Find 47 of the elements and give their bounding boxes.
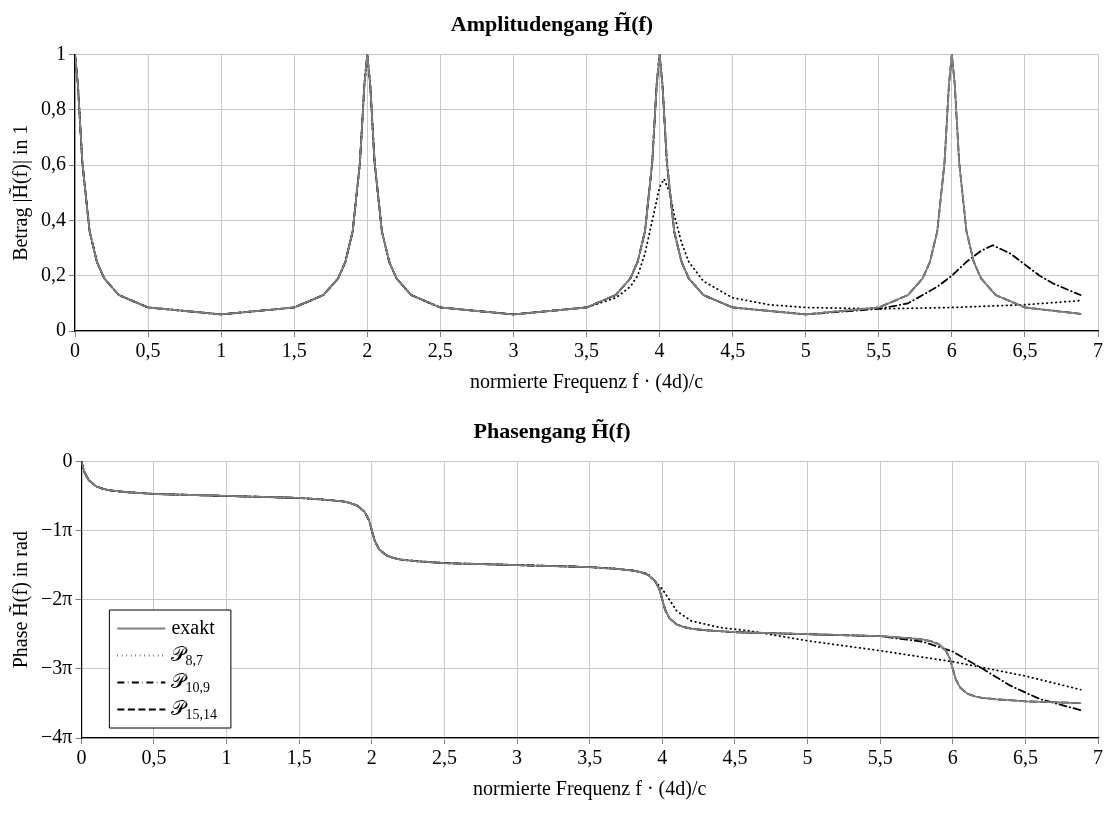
x-tick-label: 3,5 [574,339,599,362]
x-tick-label: 4 [654,339,665,362]
x-tick-label: 5 [802,746,813,769]
x-tick-label: 2,5 [427,339,453,362]
x-tick-label: 4 [657,746,668,769]
x-axis-title: normierte Frequenz f · (4d)/c [469,370,704,394]
x-tick-label: 2 [362,339,373,362]
y-tick-label: 1 [56,41,66,64]
x-tick-label: 3 [508,339,519,362]
y-axis-title: Betrag |H̃(f)| in 1 [8,124,33,261]
y-tick-label: 0,8 [41,96,66,119]
x-tick-label: 2,5 [431,746,457,769]
x-tick-label: 4,5 [720,339,746,362]
legend-label: exakt [171,615,216,638]
x-tick-label: 0 [76,746,87,769]
x-tick-label: 3 [512,746,523,769]
chart-title: Phasengang H̃(f) [473,417,631,443]
x-tick-label: 5,5 [867,746,893,769]
x-tick-label: 6,5 [1012,339,1038,362]
x-tick-label: 6,5 [1012,746,1038,769]
y-tick-label: −4π [40,725,73,748]
y-tick-label: −1π [40,517,73,540]
x-tick-label: 5,5 [866,339,892,362]
y-tick-label: 0 [62,448,73,471]
y-tick-label: 0 [56,318,66,341]
x-tick-label: 1 [221,746,232,769]
y-tick-label: −3π [40,656,73,679]
x-tick-label: 0,5 [135,339,161,362]
y-tick-label: 0,2 [41,262,66,285]
x-tick-label: 1,5 [281,339,307,362]
x-tick-label: 0,5 [141,746,167,769]
x-tick-label: 7 [1093,746,1103,769]
x-tick-label: 6 [946,339,957,362]
x-tick-label: 1 [216,339,227,362]
x-tick-label: 5 [800,339,811,362]
y-tick-label: −2π [40,586,73,609]
y-tick-label: 0,4 [41,207,66,230]
x-tick-label: 2 [366,746,377,769]
x-axis-title: normierte Frequenz f · (4d)/c [473,777,707,801]
x-tick-label: 4,5 [722,746,748,769]
y-tick-label: 0,6 [41,152,66,175]
x-tick-label: 6 [947,746,958,769]
x-tick-label: 7 [1093,339,1103,362]
chart-title: Amplitudengang H̃(f) [450,10,654,36]
y-axis-title: Phase H̃(f) in rad [8,531,33,669]
x-tick-label: 1,5 [286,746,312,769]
x-tick-label: 3,5 [577,746,603,769]
